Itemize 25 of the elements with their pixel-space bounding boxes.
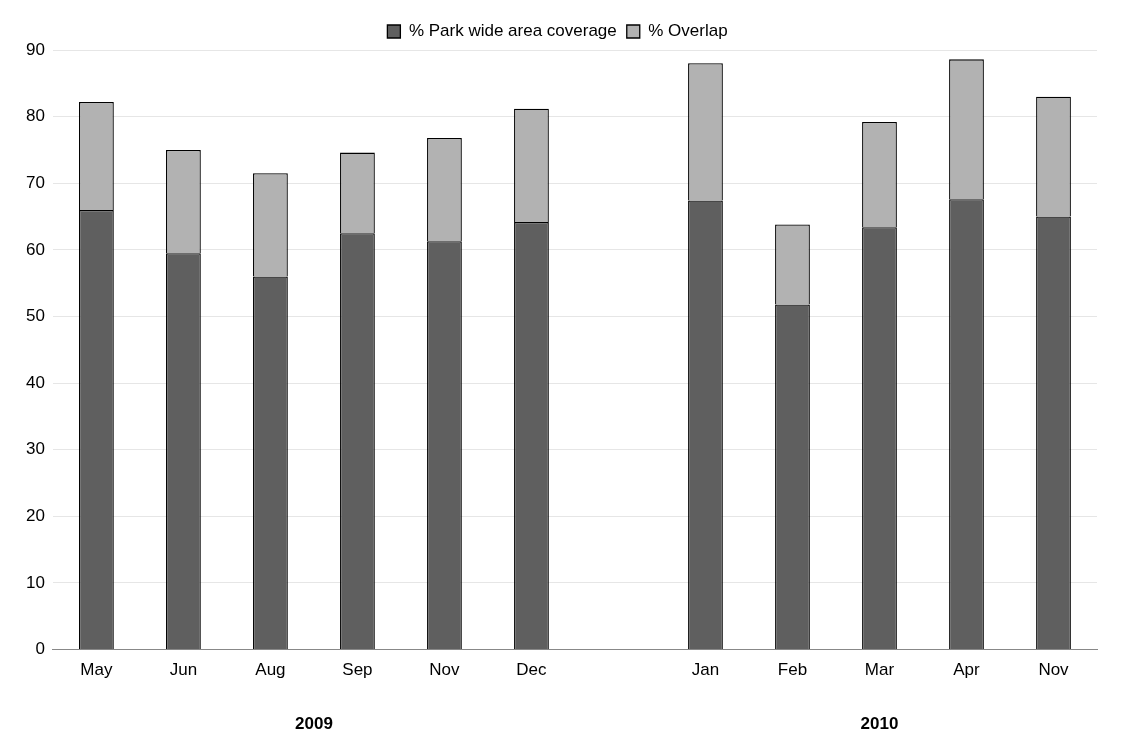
y-tick-label: 70 (25, 172, 45, 192)
x-tick-label: Aug (255, 660, 286, 680)
x-tick-label: Nov (1038, 660, 1070, 680)
y-tick-label: 60 (25, 239, 45, 259)
text: 2010 (860, 713, 899, 733)
x-tick-label: Jun (169, 660, 198, 680)
x-tick-label: Nov (429, 660, 461, 680)
y-tick-label: 10 (25, 572, 45, 592)
x-tick-label: Dec (516, 660, 548, 680)
y-tick-label: 80 (25, 106, 45, 126)
legend-label: % Overlap (648, 21, 728, 41)
x-tick-label: Jan (691, 660, 720, 680)
y-tick-label: 40 (25, 372, 45, 392)
text: 2009 (295, 713, 333, 733)
y-tick-label: 50 (25, 306, 45, 326)
x-tick-label: Apr (953, 660, 981, 680)
x-tick-label: May (80, 660, 113, 680)
legend-label: % Park wide area coverage (408, 21, 617, 41)
x-tick-label: Feb (777, 660, 808, 680)
y-tick-label: 90 (25, 39, 45, 59)
x-tick-label: Mar (864, 660, 895, 680)
y-tick-label: 20 (25, 506, 45, 526)
y-tick-label: 30 (25, 439, 45, 459)
y-tick-label: 0 (35, 639, 45, 659)
x-tick-label: Sep (342, 660, 373, 680)
